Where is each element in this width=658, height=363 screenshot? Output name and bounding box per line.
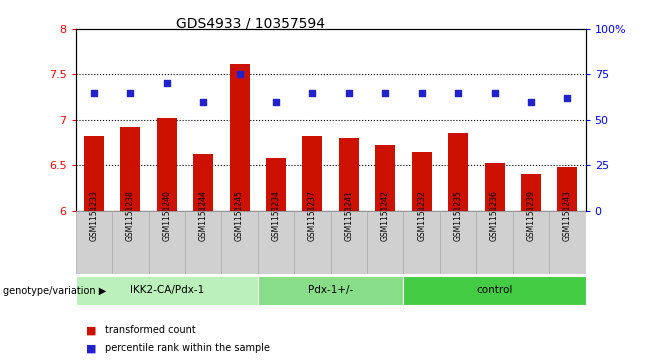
Bar [76, 276, 258, 305]
Point [453, 90, 463, 95]
Bar [185, 211, 221, 274]
Bar [149, 211, 185, 274]
Bar [112, 211, 149, 274]
Bar [266, 158, 286, 211]
Bar [375, 145, 395, 211]
Point [125, 90, 136, 95]
Bar [484, 163, 505, 211]
Bar [557, 167, 578, 211]
Text: IKK2-CA/Pdx-1: IKK2-CA/Pdx-1 [130, 285, 204, 295]
Point [526, 99, 536, 105]
Point [198, 99, 209, 105]
Bar [193, 154, 213, 211]
Text: GSM1151239: GSM1151239 [526, 190, 536, 241]
Text: Pdx-1+/-: Pdx-1+/- [308, 285, 353, 295]
Bar [412, 151, 432, 211]
Bar [403, 211, 440, 274]
Text: GSM1151238: GSM1151238 [126, 190, 135, 241]
Text: GSM1151236: GSM1151236 [490, 190, 499, 241]
Bar [549, 211, 586, 274]
Point [380, 90, 391, 95]
Bar [440, 211, 476, 274]
Text: GSM1151237: GSM1151237 [308, 190, 317, 241]
Bar [120, 127, 140, 211]
Text: percentile rank within the sample: percentile rank within the sample [105, 343, 270, 354]
Bar [84, 136, 104, 211]
Point [562, 95, 572, 101]
Text: GSM1151232: GSM1151232 [417, 190, 426, 241]
Bar [157, 118, 177, 211]
Text: GSM1151245: GSM1151245 [235, 190, 244, 241]
Bar [258, 276, 403, 305]
Bar [476, 211, 513, 274]
Text: ■: ■ [86, 343, 96, 354]
Text: GSM1151241: GSM1151241 [344, 190, 353, 241]
Bar [521, 174, 541, 211]
Point [307, 90, 318, 95]
Bar [294, 211, 330, 274]
Text: control: control [476, 285, 513, 295]
Point [490, 90, 500, 95]
Text: transformed count: transformed count [105, 325, 196, 335]
Text: GSM1151243: GSM1151243 [563, 190, 572, 241]
Text: GSM1151240: GSM1151240 [163, 190, 171, 241]
Bar [403, 276, 586, 305]
Text: ■: ■ [86, 325, 96, 335]
Bar [303, 136, 322, 211]
Text: GSM1151244: GSM1151244 [199, 190, 208, 241]
Bar [367, 211, 403, 274]
Bar [330, 211, 367, 274]
Bar [513, 211, 549, 274]
Bar [448, 133, 468, 211]
Bar [221, 211, 258, 274]
Text: GSM1151234: GSM1151234 [272, 190, 280, 241]
Point [270, 99, 281, 105]
Text: GDS4933 / 10357594: GDS4933 / 10357594 [176, 16, 324, 30]
Point [161, 81, 172, 86]
Bar [230, 64, 249, 211]
Point [234, 72, 245, 77]
Text: GSM1151235: GSM1151235 [453, 190, 463, 241]
Point [343, 90, 354, 95]
Point [417, 90, 427, 95]
Text: genotype/variation ▶: genotype/variation ▶ [3, 286, 107, 297]
Text: GSM1151233: GSM1151233 [89, 190, 99, 241]
Bar [339, 138, 359, 211]
Point [89, 90, 99, 95]
Bar [258, 211, 294, 274]
Text: GSM1151242: GSM1151242 [381, 190, 390, 241]
Bar [76, 211, 112, 274]
